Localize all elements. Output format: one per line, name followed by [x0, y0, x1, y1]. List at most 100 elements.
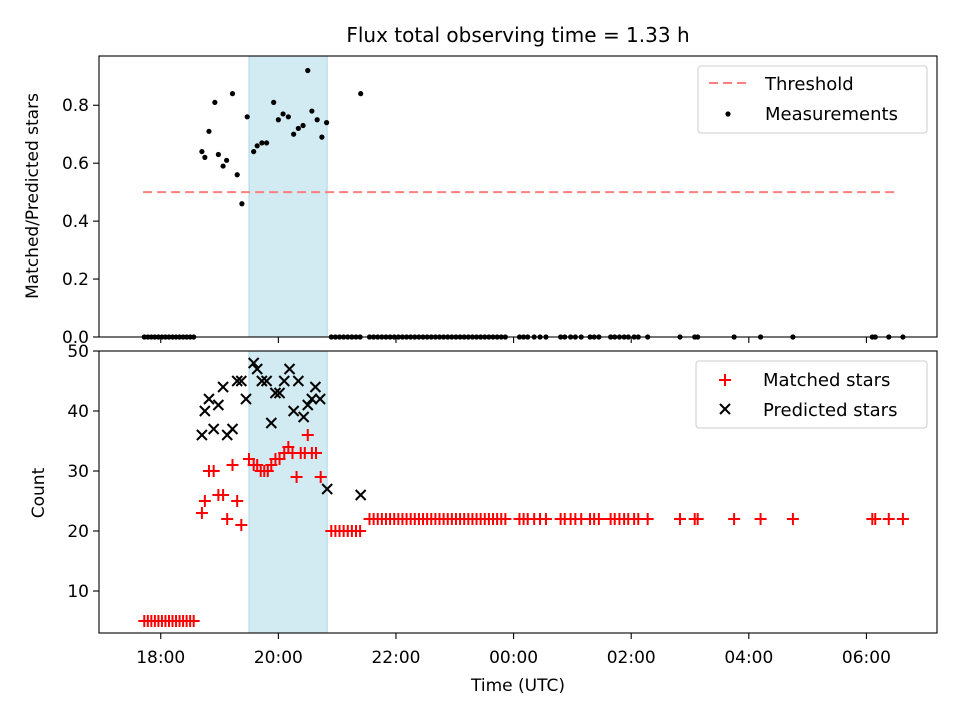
y-tick-label: 10: [67, 582, 89, 602]
predicted-star-point: [247, 357, 260, 369]
predicted-star-point: [297, 411, 310, 423]
top-legend: Threshold Measurements: [697, 65, 928, 134]
matched-star-point: [728, 513, 741, 525]
matched-star-point: [221, 513, 234, 525]
predicted-star-point: [240, 393, 252, 405]
matched-star-point: [641, 513, 654, 525]
predicted-star-point: [251, 363, 263, 375]
measurement-point: [254, 143, 260, 149]
predicted-star-point: [212, 399, 225, 411]
predicted-star-point: [231, 375, 243, 387]
x-axis-label: Time (UTC): [470, 676, 565, 696]
predicted-star-point: [256, 375, 268, 387]
predicted-star-point: [217, 381, 229, 393]
chart-title: Flux total observing time = 1.33 h: [346, 23, 689, 47]
x-tick-label: 22:00: [371, 648, 420, 668]
measurement-point: [309, 108, 315, 114]
x-tick-label: 04:00: [724, 648, 773, 668]
predicted-star-point: [292, 375, 305, 387]
matched-star-point: [896, 513, 909, 525]
legend-threshold-label: Threshold: [764, 74, 854, 95]
x-tick-label: 20:00: [254, 648, 303, 668]
predicted-star-point: [278, 375, 290, 387]
matched-star-point: [217, 489, 230, 501]
matched-star-point: [309, 447, 322, 459]
legend-predicted-label: Predicted stars: [763, 400, 897, 421]
y-tick-label: 0.6: [62, 154, 89, 174]
top-axes-frame: [98, 55, 938, 338]
measurement-point: [275, 117, 281, 123]
y-tick-label: 0.4: [62, 212, 89, 232]
predicted-star-point: [203, 393, 215, 405]
matched-star-point: [226, 459, 239, 471]
x-tick-label: 06:00: [842, 648, 891, 668]
y-tick-label: 0.0: [62, 328, 89, 348]
y-tick-label: 30: [67, 462, 89, 482]
measurement-point: [202, 154, 208, 160]
predicted-star-point: [207, 423, 220, 435]
matched-star-point: [869, 513, 882, 525]
predicted-star-point: [199, 405, 211, 417]
measurement-point: [239, 201, 245, 207]
matched-star-point: [195, 507, 208, 519]
measurement-point: [300, 122, 306, 129]
matched-star-point: [314, 471, 327, 483]
measurement-point: [215, 151, 221, 158]
top-y-axis-label: Matched/Predicted stars: [23, 93, 43, 299]
y-tick-label: 0.2: [62, 270, 89, 290]
y-tick-label: 0.8: [62, 96, 89, 116]
predicted-star-point: [314, 393, 326, 405]
matched-star-point: [207, 465, 220, 477]
matched-star-point: [301, 429, 314, 441]
matched-star-point: [786, 513, 799, 525]
measurement-point: [319, 134, 325, 140]
predicted-star-point: [321, 483, 333, 495]
matched-star-point: [674, 513, 687, 525]
predicted-star-point: [283, 363, 296, 375]
matched-star-point: [882, 513, 895, 525]
predicted-star-point: [287, 405, 300, 417]
legend-measurements-swatch: [725, 111, 731, 117]
predicted-star-point: [269, 387, 282, 399]
predicted-star-point: [235, 375, 248, 387]
predicted-star-point: [260, 375, 273, 387]
y-tick-label: 50: [67, 342, 89, 362]
matched-star-point: [691, 513, 704, 525]
measurement-point: [206, 128, 212, 134]
measurement-point: [314, 117, 320, 123]
y-tick-label: 20: [67, 522, 89, 542]
matched-star-point: [592, 513, 605, 525]
predicted-star-point: [273, 387, 286, 399]
legend-matched-label: Matched stars: [763, 370, 890, 391]
predicted-star-point: [196, 429, 208, 441]
matched-star-point: [754, 513, 767, 525]
matched-star-point: [235, 519, 248, 531]
legend-measurements-label: Measurements: [765, 104, 898, 125]
predicted-star-point: [265, 417, 278, 429]
matched-star-point: [290, 471, 303, 483]
measurement-point: [199, 148, 205, 155]
top-panel: 0.00.20.40.60.8 Matched/Predicted stars …: [23, 55, 938, 348]
y-tick-label: 40: [67, 402, 89, 422]
measurement-point: [323, 120, 330, 126]
measurement-point: [358, 91, 364, 97]
measurement-point: [234, 172, 240, 178]
shaded-region-top: [248, 55, 328, 338]
measurement-point: [229, 91, 236, 97]
legend-predicted-swatch: [719, 403, 731, 415]
measurement-point: [291, 131, 297, 137]
matched-star-point: [499, 513, 512, 525]
measurement-point: [271, 99, 277, 105]
predicted-star-point: [354, 489, 367, 501]
predicted-star-point: [309, 381, 322, 393]
bottom-axes-frame: [98, 350, 938, 634]
predicted-star-point: [302, 399, 314, 411]
matched-star-point: [231, 495, 244, 507]
measurement-point: [224, 157, 230, 163]
measurement-point: [305, 67, 311, 74]
bottom-y-axis-label: Count: [29, 467, 49, 518]
measurement-point: [264, 140, 270, 146]
matched-star-point: [187, 615, 200, 627]
matched-star-point: [539, 513, 552, 525]
